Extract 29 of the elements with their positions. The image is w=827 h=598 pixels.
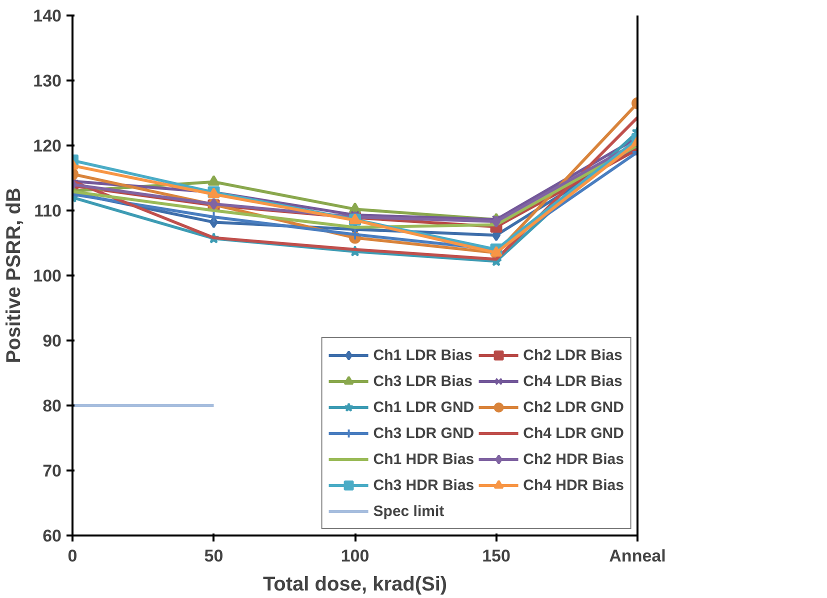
legend-label: Ch2 LDR Bias xyxy=(523,346,622,366)
y-tick-label: 110 xyxy=(34,202,62,220)
legend-label: Ch4 HDR Bias xyxy=(523,476,624,496)
legend-label: Ch1 HDR Bias xyxy=(373,450,474,470)
legend-label: Ch2 HDR Bias xyxy=(523,450,624,470)
x-tick-label: Anneal xyxy=(609,546,666,566)
legend-label: Ch3 LDR Bias xyxy=(373,372,472,392)
legend-label: Ch3 LDR GND xyxy=(373,424,474,444)
legend-label: Ch3 HDR Bias xyxy=(373,476,474,496)
y-tick-label: 130 xyxy=(33,72,62,90)
legend-label: Ch4 LDR Bias xyxy=(523,372,622,392)
y-tick-label: 90 xyxy=(42,332,62,350)
legend-label: Ch1 LDR GND xyxy=(373,398,474,418)
x-axis-title: Total dose, krad(Si) xyxy=(262,574,448,596)
y-tick-label: 120 xyxy=(33,136,62,156)
legend-label: Ch2 LDR GND xyxy=(523,398,624,418)
y-tick-label: 140 xyxy=(33,6,62,26)
x-tick-label: 0 xyxy=(68,546,78,566)
y-tick-label: 60 xyxy=(42,526,62,546)
y-tick-label: 100 xyxy=(33,266,62,286)
y-tick-label: 70 xyxy=(42,462,62,480)
legend-label: Spec limit xyxy=(373,502,444,522)
legend-label: Ch1 LDR Bias xyxy=(373,346,472,366)
x-tick-label: 100 xyxy=(340,546,370,566)
y-axis-title: Positive PSRR, dB xyxy=(3,188,26,364)
y-tick-label: 80 xyxy=(42,396,62,416)
x-tick-label: 150 xyxy=(482,546,510,566)
x-tick-label: 50 xyxy=(204,546,224,566)
legend-label: Ch4 LDR GND xyxy=(523,424,624,444)
